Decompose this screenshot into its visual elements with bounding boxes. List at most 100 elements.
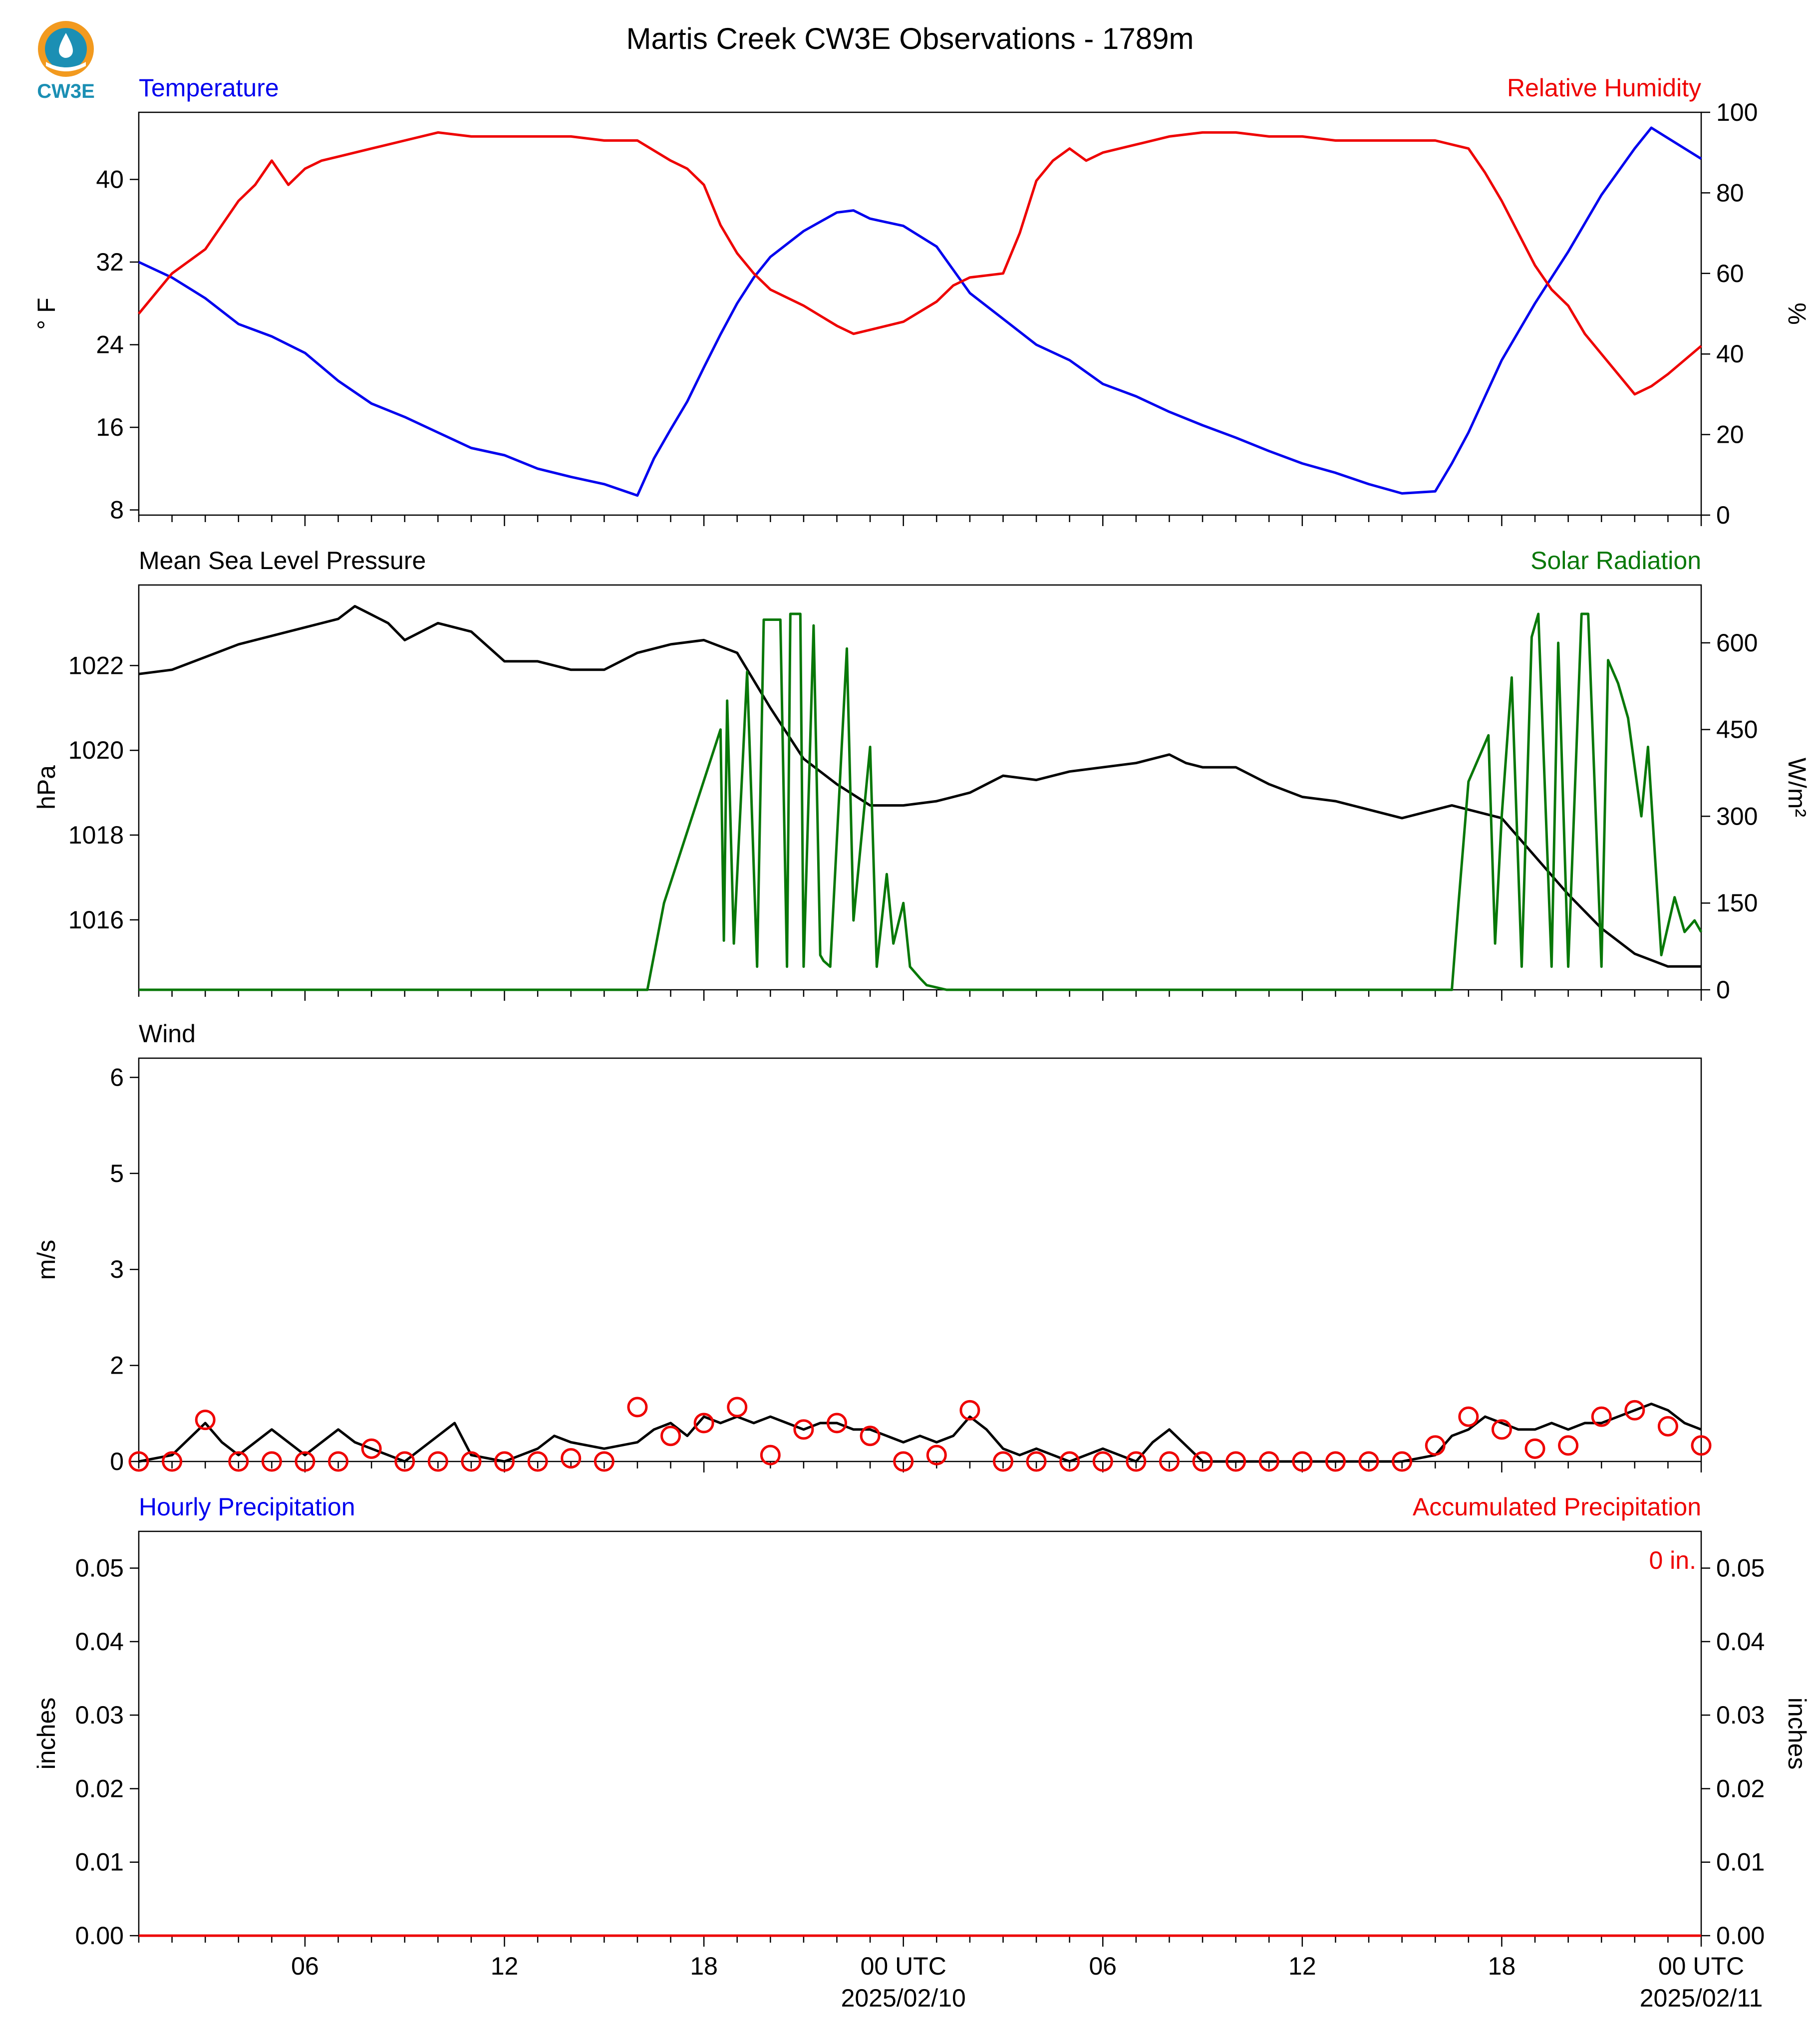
x-tick-label: 00 UTC [1658,1952,1744,1980]
y-axis-label: inches [32,1698,60,1770]
y2-tick-label: 0.05 [1716,1554,1765,1582]
gust-marker [860,1426,881,1447]
gust-marker [361,1438,382,1459]
panel-frame-1 [138,111,1702,516]
x-tick-label: 12 [1288,1952,1316,1980]
gust-marker [195,1410,216,1431]
gust-marker [561,1448,582,1469]
gust-marker [926,1445,947,1465]
panel-left-title: Wind [139,1020,196,1048]
gust-marker [827,1413,848,1434]
y-tick-label: 3 [110,1255,124,1283]
x-tick-label: 06 [1089,1952,1117,1980]
y2-tick-label: 0 [1716,501,1730,529]
x-tick-label: 12 [491,1952,519,1980]
y-tick-label: 24 [96,331,124,359]
gust-marker [1292,1451,1313,1472]
y2-tick-label: 100 [1716,98,1758,126]
gust-marker [959,1400,980,1421]
accumulated-total-label: 0 in. [1649,1546,1696,1574]
gust-marker [760,1445,781,1465]
series-line-mean-sea-level-pressure [138,605,1701,968]
x-date-label: 2025/02/10 [841,1984,966,2012]
gust-marker [992,1451,1013,1472]
gust-marker [1425,1435,1446,1456]
y-tick-label: 0.03 [75,1701,124,1729]
y-axis-label: m/s [32,1240,60,1280]
gust-marker [1657,1416,1678,1437]
y-tick-label: 2 [110,1352,124,1380]
y2-axis-label: % [1783,302,1811,324]
gust-marker [1159,1451,1180,1472]
gust-marker [295,1451,315,1472]
gust-marker [162,1451,183,1472]
y2-axis-label: inches [1783,1698,1811,1770]
y2-tick-label: 450 [1716,716,1758,744]
gust-marker [461,1451,482,1472]
y2-tick-label: 0.00 [1716,1922,1765,1950]
gust-marker [1358,1451,1379,1472]
panel-right-title: Accumulated Precipitation [1413,1493,1701,1521]
gust-marker [1524,1438,1545,1459]
gust-marker [1092,1451,1113,1472]
y2-tick-label: 0.03 [1716,1701,1765,1729]
y2-tick-label: 0.01 [1716,1848,1765,1876]
y2-tick-label: 0.04 [1716,1628,1765,1656]
gust-marker [527,1451,548,1472]
panel-left-title: Hourly Precipitation [139,1493,355,1521]
x-tick-label: 00 UTC [861,1952,946,1980]
gust-marker [1558,1435,1579,1456]
gust-marker [228,1451,249,1472]
panel-right-title: Solar Radiation [1530,547,1701,575]
gust-marker [1059,1451,1080,1472]
y2-tick-label: 80 [1716,179,1744,207]
y-tick-label: 0.04 [75,1628,124,1656]
y2-tick-label: 300 [1716,802,1758,830]
y-tick-label: 0.05 [75,1554,124,1582]
y-tick-label: 16 [96,413,124,441]
y-tick-label: 1018 [68,821,124,849]
gust-marker [1026,1451,1047,1472]
gust-marker [328,1451,349,1472]
x-tick-label: 18 [690,1952,718,1980]
gust-marker [1258,1451,1279,1472]
gust-marker [394,1451,415,1472]
y-tick-label: 8 [110,496,124,524]
gust-marker [1691,1435,1712,1456]
logo-drop-icon [59,33,73,58]
y-tick-label: 6 [110,1063,124,1091]
gust-marker [693,1413,714,1434]
y-axis-label: ° F [32,297,60,329]
gust-marker [494,1451,515,1472]
y-tick-label: 1016 [68,906,124,934]
y2-tick-label: 150 [1716,889,1758,917]
x-tick-label: 18 [1488,1952,1516,1980]
panel-right-title: Relative Humidity [1507,74,1701,102]
y-tick-label: 1020 [68,736,124,764]
series-line-wind [138,1403,1702,1463]
x-tick-label: 06 [291,1952,319,1980]
panel-frame-4 [138,1530,1702,1937]
gust-marker [1458,1406,1479,1427]
y2-axis-label: W/m² [1783,758,1811,817]
logo-text: CW3E [37,80,95,102]
y-tick-label: 40 [96,166,124,194]
x-date-label: 2025/02/11 [1640,1984,1763,2012]
logo-wave-icon [46,62,86,71]
y-tick-label: 5 [110,1159,124,1187]
gust-marker [727,1397,748,1418]
y2-tick-label: 0.02 [1716,1774,1765,1802]
cw3e-logo: CW3E [37,21,95,102]
gust-marker [1192,1451,1213,1472]
gust-marker [1591,1406,1612,1427]
gust-marker [1126,1451,1147,1472]
gust-marker [1392,1451,1413,1472]
y-tick-label: 0.01 [75,1848,124,1876]
gust-marker [128,1451,149,1472]
series-line-relative-humidity [138,131,1702,396]
series-line-solar-radiation [139,612,1703,991]
gust-marker [893,1451,914,1472]
gust-marker [1491,1419,1512,1440]
